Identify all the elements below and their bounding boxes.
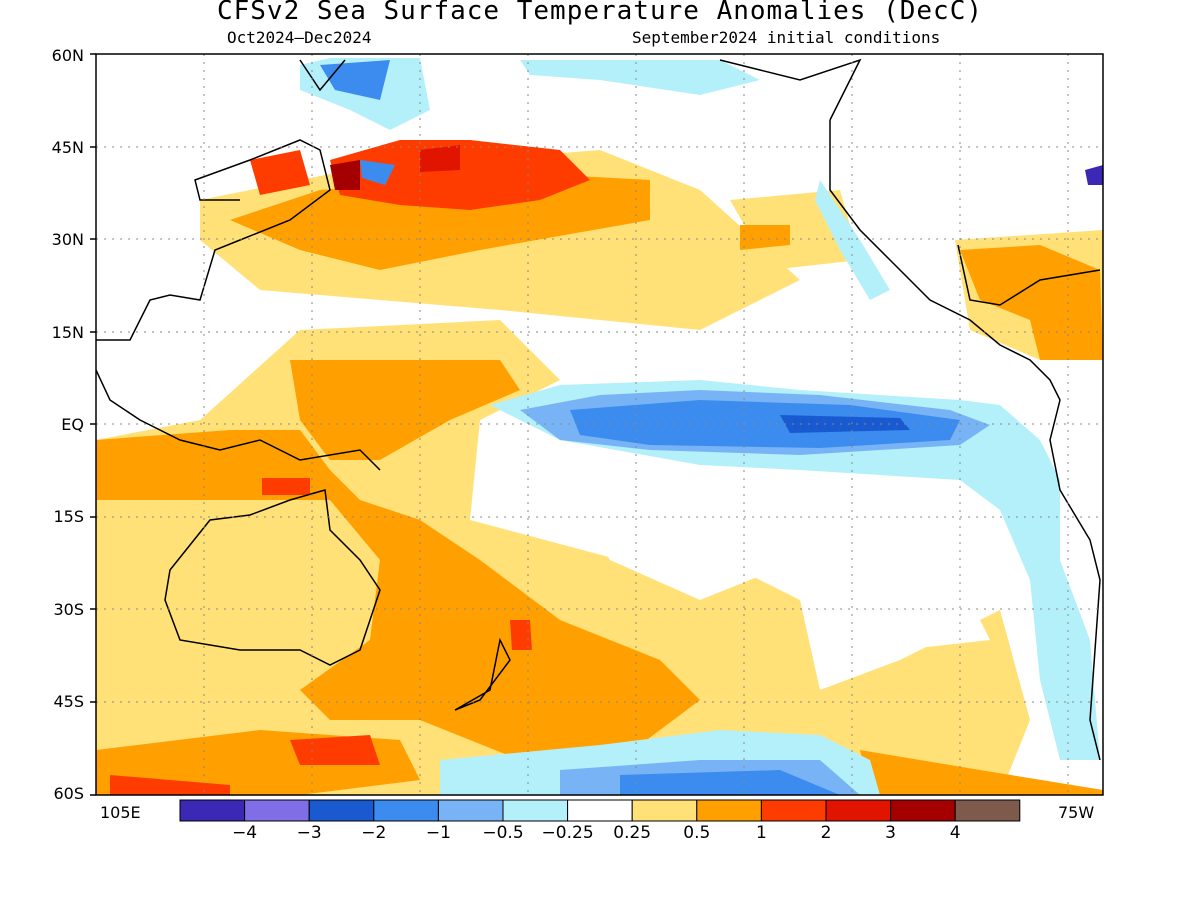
- colorbar-swatch: [696, 799, 762, 822]
- colorbar-label: −3: [296, 823, 322, 843]
- lat-label-60s: 60S: [53, 784, 84, 803]
- colorbar-label: 3: [885, 823, 897, 843]
- colorbar-swatch: [244, 799, 310, 822]
- colorbar-label: 2: [820, 823, 832, 843]
- lon-label-105e: 105E: [100, 803, 141, 822]
- lat-label-30n: 30N: [51, 230, 84, 249]
- graticule: [96, 54, 1103, 795]
- colorbar-label: −0.5: [482, 823, 524, 843]
- colorbar-label: −1: [425, 823, 451, 843]
- colorbar: [179, 799, 1021, 822]
- lon-label-75w: 75W: [1058, 803, 1095, 822]
- colorbar-swatch: [825, 799, 892, 822]
- lat-label-45n: 45N: [51, 138, 84, 157]
- lat-label-60n: 60N: [51, 46, 84, 65]
- colorbar-label: 4: [949, 823, 961, 843]
- anomaly-field: [96, 58, 1103, 795]
- colorbar-swatch: [760, 799, 827, 822]
- colorbar-label: −2: [361, 823, 387, 843]
- colorbar-label: 1: [755, 823, 767, 843]
- colorbar-swatch: [954, 799, 1021, 822]
- lat-label-30s: 30S: [53, 600, 84, 619]
- colorbar-label: −0.25: [541, 823, 594, 843]
- colorbar-swatch: [567, 799, 633, 822]
- map-title: CFSv2 Sea Surface Temperature Anomalies …: [216, 0, 984, 26]
- colorbar-label: −4: [232, 823, 258, 843]
- colorbar-swatch: [373, 799, 439, 822]
- colorbar-label: 0.25: [613, 823, 652, 843]
- colorbar-swatch: [890, 799, 956, 822]
- lat-label-15s: 15S: [53, 507, 84, 526]
- colorbar-swatch: [308, 799, 375, 822]
- coastlines: [96, 58, 1101, 761]
- colorbar-label: 0.5: [683, 823, 711, 843]
- colorbar-swatch: [179, 799, 246, 822]
- lat-label-eq: EQ: [61, 415, 84, 434]
- lat-label-15n: 15N: [51, 323, 84, 342]
- lat-label-45s: 45S: [53, 692, 84, 711]
- colorbar-swatch: [631, 799, 698, 822]
- forecast-period: Oct2024–Dec2024: [227, 28, 372, 47]
- colorbar-swatch: [502, 799, 569, 822]
- colorbar-swatch: [437, 799, 504, 822]
- initial-conditions: September2024 initial conditions: [632, 28, 941, 47]
